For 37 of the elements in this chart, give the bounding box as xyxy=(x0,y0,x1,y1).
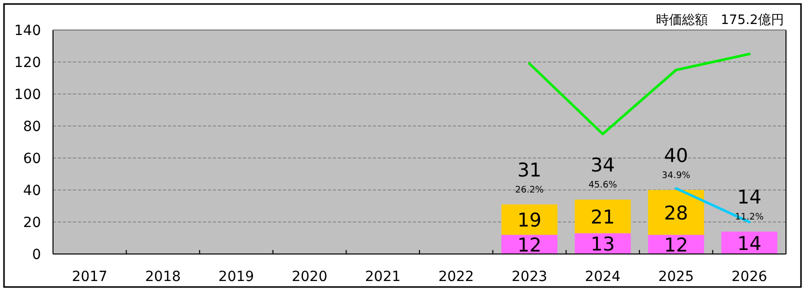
data-label: 12 xyxy=(517,234,542,256)
x-tick-label: 2026 xyxy=(732,269,768,285)
data-label: 14 xyxy=(737,232,762,255)
line-series xyxy=(528,52,751,136)
annotation: 45.6% xyxy=(588,180,618,191)
data-label: 13 xyxy=(590,234,615,256)
x-tick-label: 2018 xyxy=(145,269,181,285)
y-tick-label: 120 xyxy=(14,55,41,71)
chart-title: 時価総額 175.2億円 xyxy=(656,13,784,28)
bar xyxy=(501,204,558,235)
x-tick-label: 2017 xyxy=(72,269,108,285)
x-tick-label: 2025 xyxy=(658,269,694,285)
data-label: 28 xyxy=(664,202,688,224)
x-tick-label: 2023 xyxy=(512,269,548,285)
x-tick-label: 2021 xyxy=(365,269,401,285)
y-tick-label: 60 xyxy=(23,151,41,167)
data-label: 12 xyxy=(664,234,688,256)
data-label: 19 xyxy=(517,210,542,232)
total-label: 40 xyxy=(664,145,688,167)
bar xyxy=(648,190,704,235)
x-tick-label: 2022 xyxy=(438,269,474,285)
y-tick-label: 140 xyxy=(14,23,41,39)
total-label: 31 xyxy=(517,159,542,182)
y-tick-label: 40 xyxy=(23,183,41,199)
x-tick-label: 2024 xyxy=(584,269,621,285)
annotation: 34.9% xyxy=(662,171,691,181)
y-tick-label: 0 xyxy=(32,247,41,263)
x-tick-label: 2019 xyxy=(218,269,254,285)
total-label: 34 xyxy=(590,154,615,177)
y-tick-label: 100 xyxy=(14,87,41,103)
total-label: 14 xyxy=(737,186,762,209)
data-label: 21 xyxy=(590,206,615,228)
annotation: 26.2% xyxy=(515,185,544,196)
bar xyxy=(574,200,631,234)
x-tick-label: 2020 xyxy=(292,269,328,285)
y-tick-label: 80 xyxy=(23,119,41,135)
y-tick-label: 20 xyxy=(23,215,41,231)
